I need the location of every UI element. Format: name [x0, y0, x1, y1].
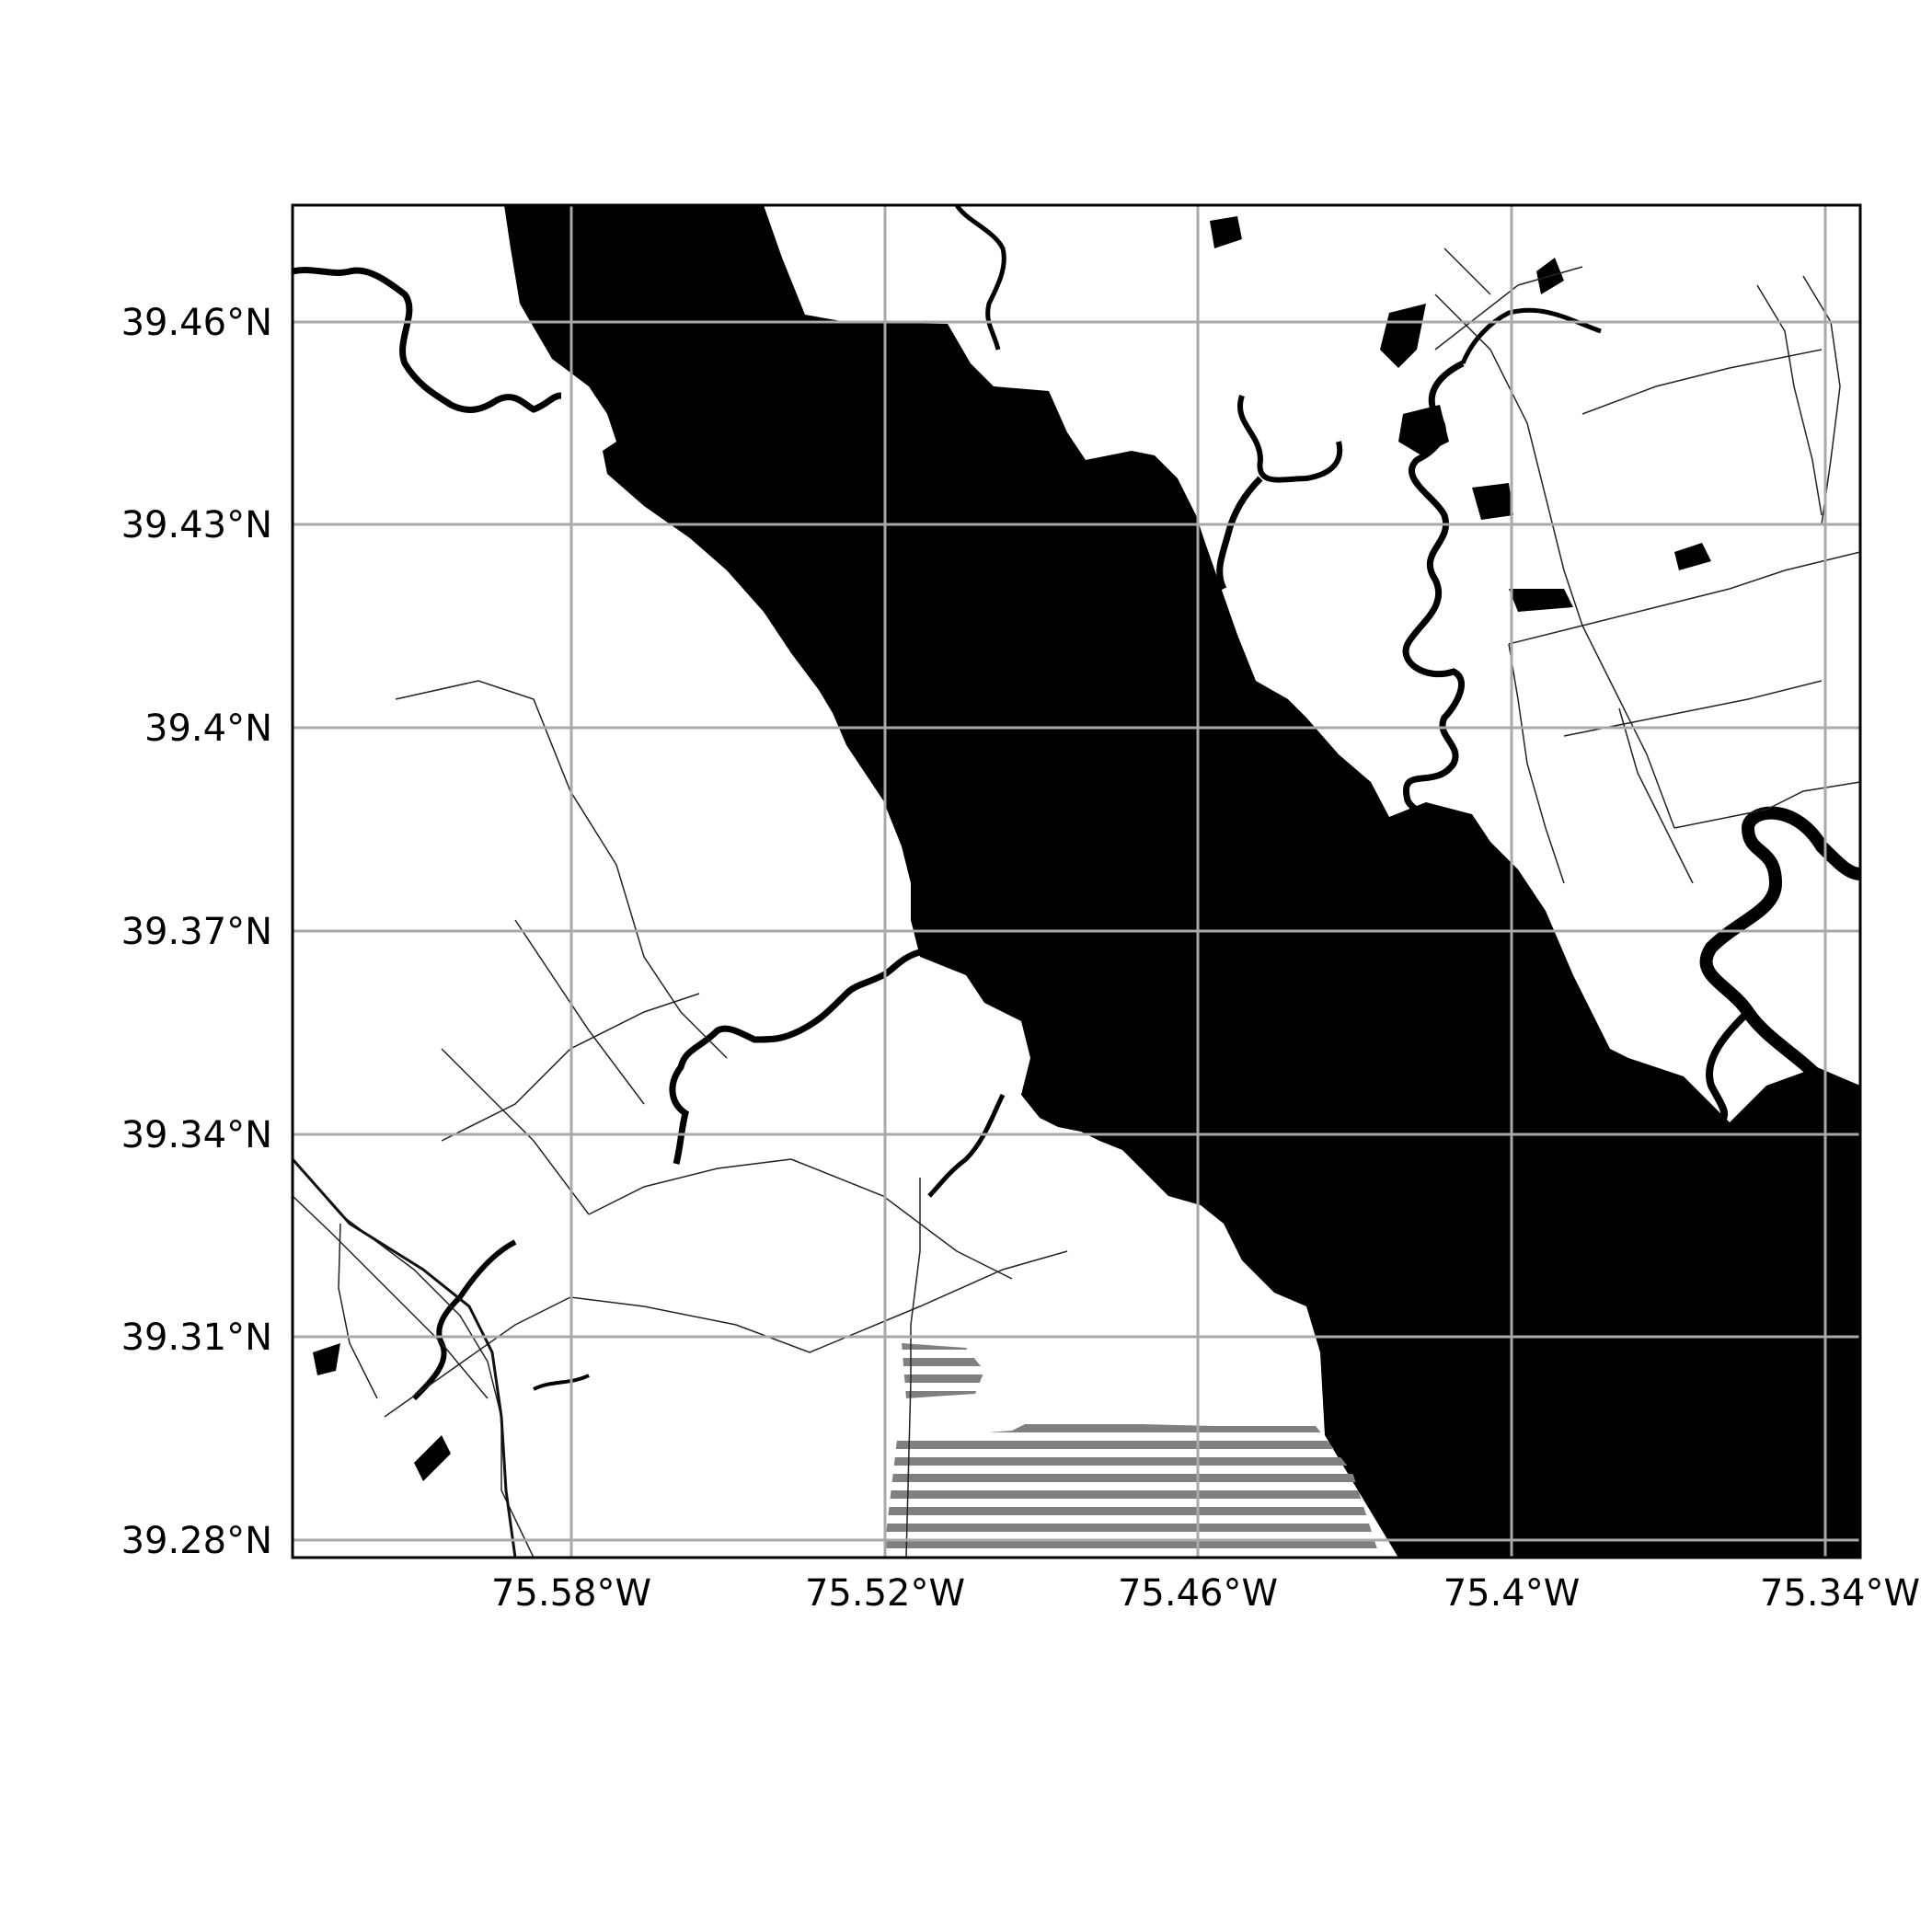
x-tick-label: 75.46°W [1118, 1572, 1278, 1615]
x-axis: 75.58°W 75.52°W 75.46°W 75.4°W 75.34°W [491, 1572, 1920, 1615]
marsh-patch-6 [1210, 216, 1242, 248]
river-north-center [954, 205, 1006, 351]
y-tick-label: 39.28°N [121, 1520, 272, 1562]
highway [293, 1158, 517, 1558]
marsh-patch-9 [414, 1435, 451, 1481]
x-tick-label: 75.58°W [491, 1572, 651, 1615]
x-tick-label: 75.4°W [1443, 1572, 1581, 1615]
marsh-patch-1 [1380, 304, 1426, 368]
graticule [293, 205, 1860, 1558]
delaware-creek-1 [533, 1374, 590, 1391]
tidal-flat-hatch [883, 1421, 1380, 1558]
map-frame [291, 203, 1862, 1559]
marsh-patch-4 [1509, 589, 1573, 612]
river-east-mid [1237, 395, 1343, 483]
southwest-creek [411, 1239, 517, 1401]
marsh-patch-7 [1674, 543, 1711, 570]
tidal-flat-hatch-2 [902, 1343, 984, 1398]
x-tick-label: 75.52°W [805, 1572, 965, 1615]
river-northwest [293, 267, 562, 413]
marsh-patch-2 [1398, 405, 1449, 455]
y-tick-label: 39.34°N [121, 1114, 272, 1156]
river-east-upper [1402, 360, 1466, 830]
leipsic-river [927, 1093, 1006, 1198]
river-east-south [1216, 476, 1263, 591]
y-tick-label: 39.46°N [121, 302, 272, 344]
road-network [293, 247, 1860, 1558]
y-axis: 39.46°N 39.43°N 39.4°N 39.37°N 39.34°N 3… [121, 302, 272, 1562]
y-tick-label: 39.4°N [144, 707, 272, 750]
east-shore-creek-2 [1706, 1009, 1751, 1125]
bay-water [504, 205, 1860, 1558]
map-plot-area [293, 205, 1860, 1558]
y-tick-label: 39.43°N [121, 504, 272, 546]
river-central-west [669, 949, 922, 1165]
y-tick-label: 39.37°N [121, 911, 272, 953]
x-tick-label: 75.34°W [1760, 1572, 1920, 1615]
marsh-patch-3 [1472, 483, 1513, 520]
y-tick-label: 39.31°N [121, 1317, 272, 1359]
marsh-patch-8 [313, 1343, 340, 1375]
